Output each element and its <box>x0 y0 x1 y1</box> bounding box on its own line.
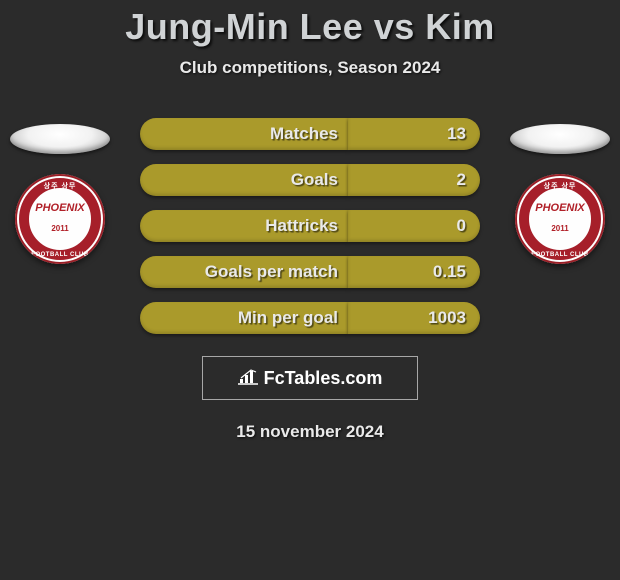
club-badge-left: 상주 상무 PHOENIX 2011 FOOTBALL CLUB <box>15 174 105 264</box>
stat-label: Matches <box>270 124 338 144</box>
stat-row: Goals per match 0.15 <box>140 256 480 288</box>
page-title: Jung-Min Lee vs Kim <box>0 6 620 48</box>
badge-center-text: PHOENIX <box>515 202 605 214</box>
stats-area: 상주 상무 PHOENIX 2011 FOOTBALL CLUB Matches… <box>0 118 620 334</box>
badge-top-text: 상주 상무 <box>15 181 105 191</box>
stat-label-cell: Matches <box>140 118 348 150</box>
stat-value: 0.15 <box>433 262 466 282</box>
player-marker-left <box>10 124 110 154</box>
club-badge-right: 상주 상무 PHOENIX 2011 FOOTBALL CLUB <box>515 174 605 264</box>
stat-label: Hattricks <box>265 216 338 236</box>
stat-label: Goals <box>291 170 338 190</box>
stat-value: 1003 <box>428 308 466 328</box>
stat-value-cell: 0 <box>348 210 480 242</box>
brand-name: FcTables.com <box>264 368 383 389</box>
stat-value-cell: 2 <box>348 164 480 196</box>
subtitle: Club competitions, Season 2024 <box>0 58 620 78</box>
stat-value-cell: 1003 <box>348 302 480 334</box>
stat-label-cell: Goals <box>140 164 348 196</box>
bar-chart-icon <box>238 369 258 388</box>
badge-center-text: PHOENIX <box>15 202 105 214</box>
stat-row: Matches 13 <box>140 118 480 150</box>
stat-value: 0 <box>457 216 466 236</box>
left-player-column: 상주 상무 PHOENIX 2011 FOOTBALL CLUB <box>10 118 110 264</box>
comparison-card: Jung-Min Lee vs Kim Club competitions, S… <box>0 0 620 580</box>
player-marker-right <box>510 124 610 154</box>
badge-year: 2011 <box>15 224 105 233</box>
stat-label: Min per goal <box>238 308 338 328</box>
stat-label-cell: Hattricks <box>140 210 348 242</box>
stat-label: Goals per match <box>205 262 338 282</box>
stat-value: 13 <box>447 124 466 144</box>
date-line: 15 november 2024 <box>0 422 620 442</box>
badge-top-text: 상주 상무 <box>515 181 605 191</box>
right-player-column: 상주 상무 PHOENIX 2011 FOOTBALL CLUB <box>510 118 610 264</box>
stats-list: Matches 13 Goals 2 Hattricks 0 Goals per… <box>140 118 480 334</box>
badge-bottom-text: FOOTBALL CLUB <box>15 252 105 258</box>
stat-row: Goals 2 <box>140 164 480 196</box>
badge-bottom-text: FOOTBALL CLUB <box>515 252 605 258</box>
stat-value-cell: 0.15 <box>348 256 480 288</box>
stat-row: Min per goal 1003 <box>140 302 480 334</box>
stat-value-cell: 13 <box>348 118 480 150</box>
stat-label-cell: Min per goal <box>140 302 348 334</box>
stat-label-cell: Goals per match <box>140 256 348 288</box>
badge-year: 2011 <box>515 224 605 233</box>
brand-box[interactable]: FcTables.com <box>202 356 418 400</box>
stat-value: 2 <box>457 170 466 190</box>
stat-row: Hattricks 0 <box>140 210 480 242</box>
